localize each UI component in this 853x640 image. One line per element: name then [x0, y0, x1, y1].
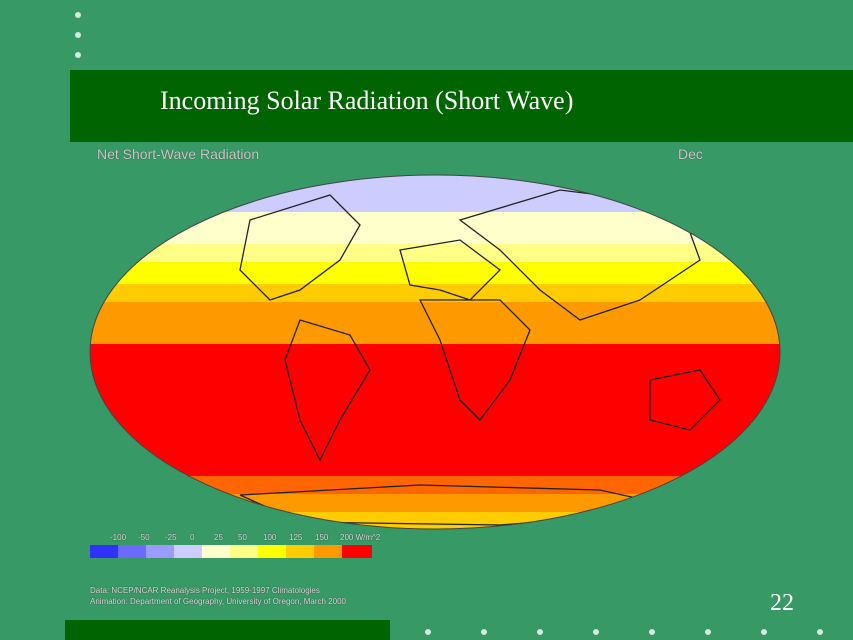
legend-label: 0 [190, 533, 195, 542]
legend-label: -25 [165, 533, 177, 542]
color-legend [90, 545, 372, 558]
radiation-bands [90, 175, 780, 529]
title-banner [70, 70, 853, 142]
bullet-dot [537, 629, 543, 635]
bullet-dot [75, 32, 81, 38]
legend-label: -50 [138, 533, 150, 542]
bullet-dot [761, 629, 767, 635]
bullet-dot [481, 629, 487, 635]
bullet-dot [593, 629, 599, 635]
bullet-dot [705, 629, 711, 635]
bullet-dot [75, 12, 81, 18]
legend-label: 50 [238, 533, 247, 542]
legend-label: 25 [214, 533, 223, 542]
map-title: Net Short-Wave Radiation [97, 146, 260, 162]
slide-title: Incoming Solar Radiation (Short Wave) [160, 86, 574, 115]
legend-label: 150 [315, 533, 329, 542]
bullet-dot [75, 52, 81, 58]
page-number: 22 [770, 590, 794, 616]
source-note: Data: NCEP/NCAR Reanalysis Project, 1959… [90, 586, 320, 595]
legend-label: 125 [289, 533, 303, 542]
legend-label: 100 [263, 533, 277, 542]
footer-bar [65, 620, 390, 640]
map-month: Dec [678, 146, 703, 162]
legend-label: 200 W/m^2 [340, 533, 381, 542]
bullet-dot [817, 629, 823, 635]
legend-label: -100 [110, 533, 127, 542]
credit-note: Animation: Department of Geography, Univ… [90, 597, 346, 606]
bullet-dot [649, 629, 655, 635]
bullet-dot [425, 629, 431, 635]
